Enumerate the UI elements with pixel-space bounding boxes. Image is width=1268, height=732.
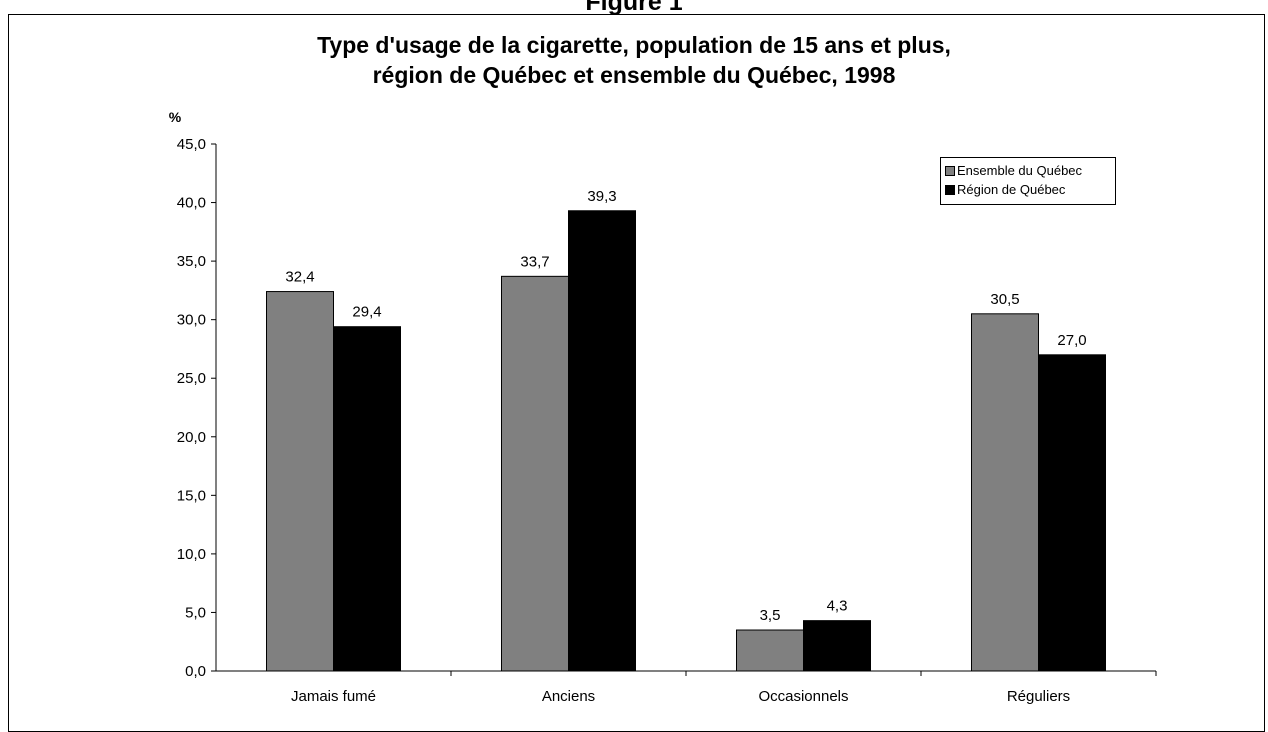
figure-heading: Figure 1 <box>585 0 683 16</box>
x-tick-label: Anciens <box>542 688 595 705</box>
bar-value-label: 3,5 <box>760 607 781 624</box>
x-tick-label: Jamais fumé <box>291 688 376 705</box>
bar <box>1038 354 1106 672</box>
y-tick-label: 45,0 <box>177 136 206 153</box>
bar <box>736 629 804 672</box>
legend-item-region: Région de Québec <box>945 180 1115 199</box>
y-axis-label: % <box>169 109 182 125</box>
bar <box>803 620 871 672</box>
y-tick-label: 25,0 <box>177 370 206 387</box>
x-tick-label: Réguliers <box>1007 688 1070 705</box>
y-tick-label: 20,0 <box>177 429 206 446</box>
bar-value-label: 33,7 <box>520 253 549 270</box>
legend-item-ensemble: Ensemble du Québec <box>945 161 1115 180</box>
chart-title: Type d'usage de la cigarette, population… <box>0 30 1268 90</box>
bar-value-label: 30,5 <box>990 291 1019 308</box>
bar-value-label: 4,3 <box>827 598 848 615</box>
chart-title-line-2: région de Québec et ensemble du Québec, … <box>372 62 896 88</box>
legend-label-region: Région de Québec <box>957 182 1066 197</box>
bar <box>501 275 569 672</box>
y-tick-label: 15,0 <box>177 487 206 504</box>
chart-title-line-1: Type d'usage de la cigarette, population… <box>317 32 951 58</box>
legend-label-ensemble: Ensemble du Québec <box>957 163 1083 178</box>
y-tick-label: 10,0 <box>177 546 206 563</box>
bar-value-label: 29,4 <box>352 304 381 321</box>
bar <box>568 210 636 672</box>
bar <box>266 291 334 672</box>
y-tick-label: 0,0 <box>185 663 206 680</box>
legend: Ensemble du Québec Région de Québec <box>940 157 1116 205</box>
y-tick-label: 35,0 <box>177 253 206 270</box>
legend-swatch-ensemble <box>945 165 955 176</box>
y-tick-label: 40,0 <box>177 195 206 212</box>
bar-value-label: 27,0 <box>1057 332 1086 349</box>
bar <box>333 326 401 672</box>
legend-swatch-region <box>945 184 955 195</box>
bar-value-label: 39,3 <box>587 188 616 205</box>
y-tick-label: 5,0 <box>185 604 206 621</box>
x-tick-label: Occasionnels <box>758 688 848 705</box>
y-tick-label: 30,0 <box>177 312 206 329</box>
bar-value-label: 32,4 <box>285 269 314 286</box>
bar <box>971 313 1039 672</box>
